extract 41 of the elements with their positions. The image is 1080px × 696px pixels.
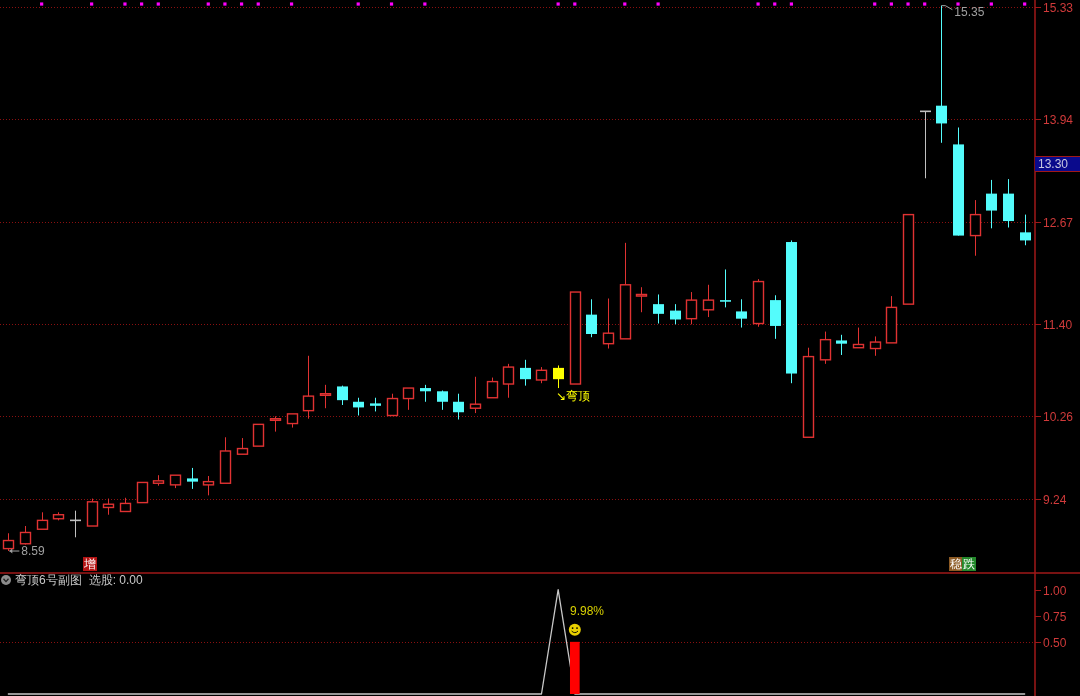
annotation: 稳	[948, 557, 963, 571]
annotation: 9.98%	[569, 603, 605, 618]
candlestick	[1020, 214, 1031, 246]
chart-title: 弯顶6号副图	[15, 573, 82, 587]
candlestick	[453, 393, 464, 421]
annotation: 增	[83, 557, 97, 571]
y-tick-label: 11.40	[1043, 317, 1073, 332]
y-tick-label: 15.33	[1043, 0, 1074, 15]
annotation: ↘弯顶	[556, 389, 591, 404]
annotation: 8.59	[21, 544, 46, 559]
candlestick	[19, 525, 32, 545]
candlestick	[969, 199, 982, 257]
candlestick	[302, 355, 315, 420]
y-tick-label: 13.94	[1043, 112, 1074, 127]
text: 13.30	[1035, 156, 1080, 172]
candlestick	[437, 389, 448, 411]
candlestick	[719, 268, 732, 308]
annotation: 跌	[961, 557, 976, 571]
y-tick-label: 10.26	[1043, 409, 1074, 424]
y-tick-label: 1.00	[1043, 583, 1067, 598]
candlestick	[936, 5, 947, 144]
y-tick-label: 12.67	[1043, 215, 1074, 230]
chart-subtitle: 选股: 0.00	[88, 573, 144, 587]
annotation: 15.35	[954, 4, 985, 19]
candlestick	[635, 286, 648, 313]
candlestick	[752, 278, 765, 328]
candlestick	[670, 303, 681, 325]
y-tick-label: 0.75	[1043, 609, 1067, 624]
candlestick	[836, 334, 847, 356]
y-tick-label: 9.24	[1043, 492, 1067, 507]
candlestick	[736, 298, 747, 329]
y-tick-label: 0.50	[1043, 635, 1067, 650]
candlestick	[269, 415, 282, 433]
candlestick	[520, 359, 531, 387]
candlestick	[602, 298, 615, 350]
candlestick	[187, 467, 198, 490]
candlestick	[986, 179, 997, 229]
candlestick	[702, 284, 715, 318]
candlestick	[586, 298, 597, 338]
candlestick	[653, 293, 664, 325]
candlestick	[553, 364, 564, 389]
